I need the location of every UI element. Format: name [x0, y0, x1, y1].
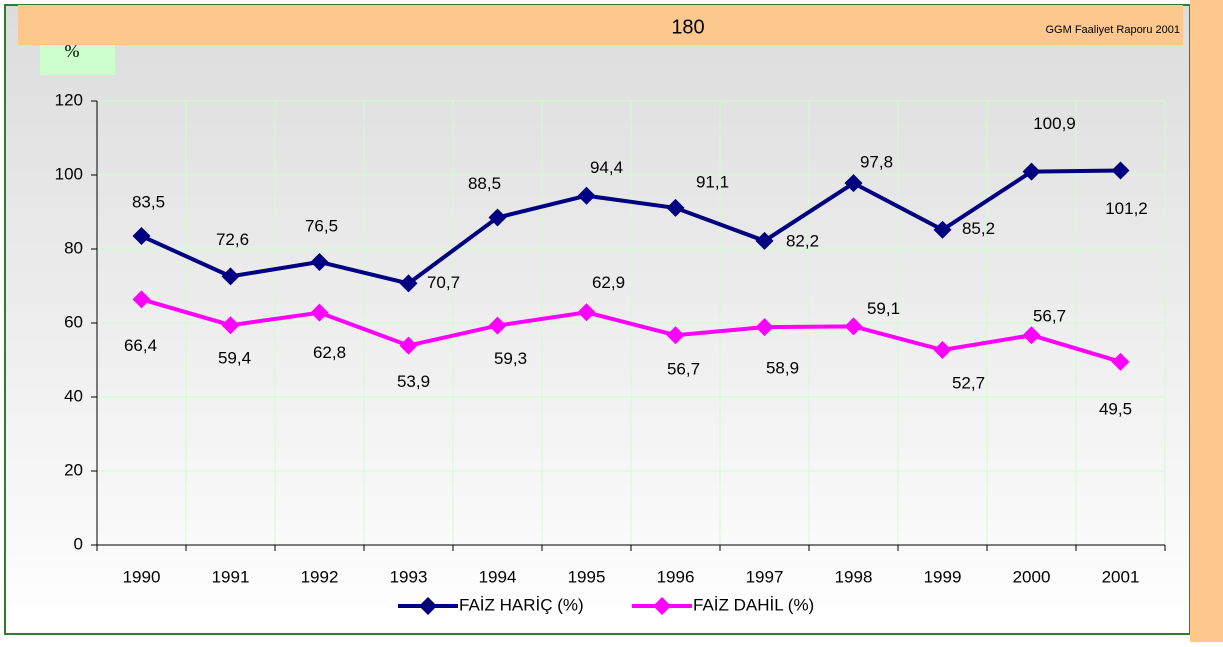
marker: [310, 303, 329, 322]
marker: [844, 317, 863, 336]
x-tick-label: 1993: [390, 567, 428, 586]
data-label: 56,7: [1033, 307, 1066, 326]
data-label: 76,5: [305, 216, 338, 235]
x-tick-label: 1992: [301, 567, 339, 586]
data-label: 62,8: [313, 343, 346, 362]
unit-box: [40, 45, 115, 75]
data-label: 82,2: [786, 231, 819, 250]
side-strip: [1190, 0, 1223, 642]
header-bar: [18, 5, 1183, 45]
legend-label: FAİZ HARİÇ (%): [459, 595, 584, 614]
data-label: 62,9: [592, 273, 625, 292]
y-axis-label: %: [65, 41, 80, 61]
marker: [221, 316, 240, 335]
data-label: 52,7: [952, 373, 985, 392]
data-label: 59,4: [218, 349, 251, 368]
data-label: 83,5: [132, 193, 165, 212]
marker: [399, 336, 418, 355]
data-label: 85,2: [962, 219, 995, 238]
marker: [755, 231, 774, 250]
marker: [1111, 161, 1130, 180]
series-line: [140, 297, 1122, 364]
data-label: 53,9: [397, 372, 430, 391]
data-label: 70,7: [427, 273, 460, 292]
data-label: 49,5: [1099, 399, 1132, 418]
marker: [310, 252, 329, 271]
data-label: 56,7: [667, 360, 700, 379]
x-tick-label: 1997: [746, 567, 784, 586]
series-line: [140, 168, 1121, 286]
data-label: 101,2: [1105, 199, 1148, 218]
data-label: 94,4: [590, 158, 623, 177]
x-tick-label: 1998: [835, 567, 873, 586]
data-label: 66,4: [124, 336, 157, 355]
x-tick-label: 2001: [1102, 567, 1140, 586]
marker: [666, 198, 685, 217]
data-label: 100,9: [1033, 114, 1076, 133]
data-label: 59,1: [867, 299, 900, 318]
x-tick-label: 1995: [568, 567, 606, 586]
marker: [577, 303, 596, 322]
data-label: 59,3: [494, 349, 527, 368]
data-label: 88,5: [468, 174, 501, 193]
marker: [399, 274, 418, 293]
y-tick-label: 120: [55, 90, 83, 109]
x-tick-label: 1991: [212, 567, 250, 586]
legend-marker: [653, 597, 671, 615]
frame: [4, 4, 1191, 635]
marker: [844, 174, 863, 193]
marker: [1022, 326, 1041, 345]
source: GGM Faaliyet Raporu 2001: [1045, 24, 1180, 36]
y-tick-label: 20: [64, 460, 83, 479]
x-tick-label: 1999: [924, 567, 962, 586]
y-tick-label: 60: [64, 312, 83, 331]
page-number: 180: [671, 16, 704, 38]
marker: [1111, 352, 1130, 371]
marker: [132, 227, 151, 246]
data-label: 97,8: [860, 153, 893, 172]
data-label: 91,1: [696, 172, 729, 191]
marker: [221, 267, 240, 286]
x-tick-label: 1990: [123, 567, 161, 586]
marker: [132, 290, 151, 309]
data-label: 58,9: [766, 359, 799, 378]
marker: [666, 326, 685, 345]
marker: [488, 208, 507, 227]
x-tick-label: 1996: [657, 567, 695, 586]
marker: [755, 318, 774, 337]
data-label: 72,6: [216, 230, 249, 249]
marker: [1022, 162, 1041, 181]
marker: [577, 186, 596, 205]
y-tick-label: 100: [55, 164, 83, 183]
legend-marker: [419, 597, 437, 615]
y-tick-label: 0: [74, 534, 83, 553]
marker: [933, 341, 952, 360]
x-tick-label: 2000: [1013, 567, 1051, 586]
legend-label: FAİZ DAHİL (%): [693, 595, 814, 614]
y-tick-label: 80: [64, 238, 83, 257]
marker: [933, 220, 952, 239]
marker: [488, 316, 507, 335]
y-tick-label: 40: [64, 386, 83, 405]
x-tick-label: 1994: [479, 567, 517, 586]
